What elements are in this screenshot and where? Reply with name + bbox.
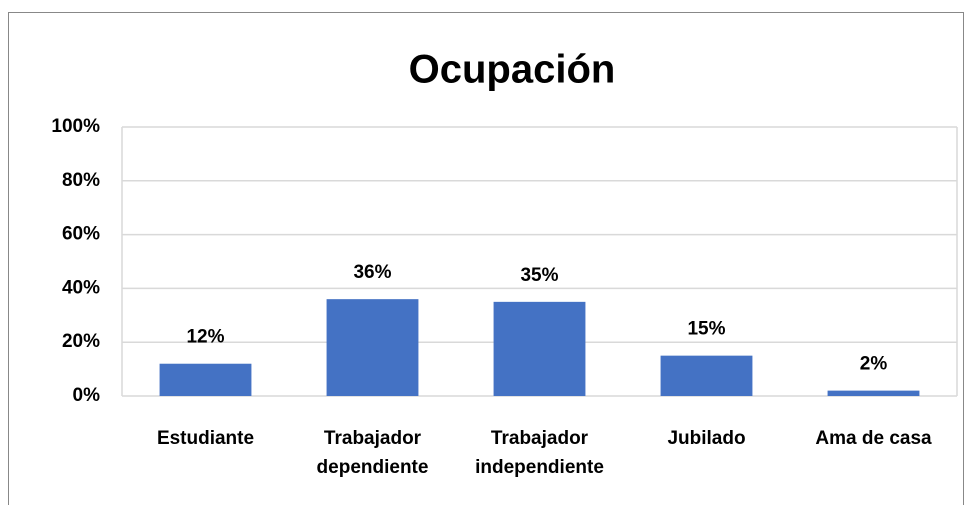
chart-title: Ocupación: [409, 48, 616, 92]
y-tick-label: 80%: [62, 170, 100, 191]
y-tick-label: 100%: [51, 116, 100, 137]
data-label: 15%: [687, 319, 725, 340]
x-tick-label: Ama de casa: [815, 428, 932, 449]
x-tick-label: Trabajador independiente: [475, 428, 604, 478]
bar: [493, 301, 586, 396]
data-label: 2%: [860, 354, 888, 375]
bar: [326, 299, 419, 396]
data-label: 12%: [186, 327, 224, 348]
y-tick-label: 40%: [62, 277, 100, 298]
bar: [660, 355, 753, 396]
data-label: 35%: [520, 265, 558, 286]
x-tick-label: Trabajador dependiente: [316, 428, 429, 478]
y-tick-label: 0%: [73, 385, 101, 406]
x-tick-label: Estudiante: [156, 428, 255, 449]
data-label: 36%: [353, 262, 391, 283]
chart-border: [8, 12, 964, 505]
bar: [827, 390, 920, 396]
x-tick-label: Jubilado: [667, 428, 746, 449]
bar: [159, 363, 252, 396]
y-tick-label: 20%: [62, 331, 100, 352]
y-tick-label: 60%: [62, 224, 100, 245]
